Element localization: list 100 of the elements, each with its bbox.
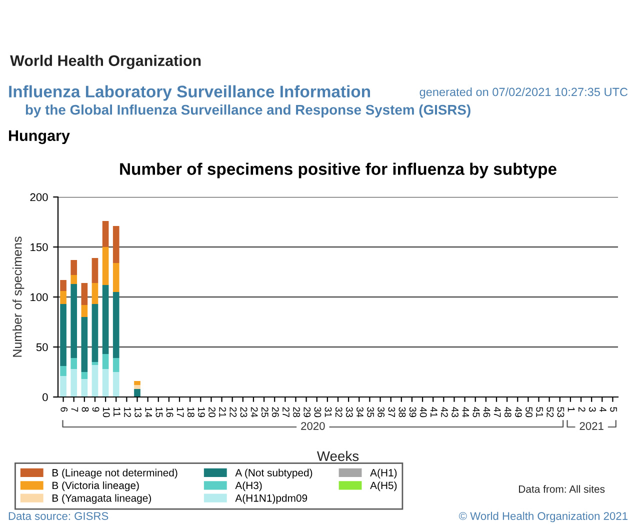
x-tick-label: 24 [250,407,258,418]
bar [81,317,88,372]
x-tick-label: 29 [304,407,311,418]
x-tick-label: 44 [462,406,469,418]
x-tick-label: 16 [166,407,174,418]
text: World Health Organization [10,54,201,70]
bar [70,369,78,397]
x-tick-label: 41 [430,406,438,418]
bar [60,304,66,366]
bar [112,372,120,397]
x-tick-label: 21 [219,407,226,418]
x-tick-label: 30 [314,407,322,418]
x-tick-label: 37 [388,407,396,418]
text: 2021 [580,422,604,430]
x-tick-label: 38 [398,407,406,418]
x-tick-label: 33 [346,407,353,418]
bar [81,283,88,305]
bar [60,366,66,376]
x-tick-label: 1 [568,407,575,412]
bar [60,376,66,397]
x-tick-label: 20 [208,407,216,418]
x-tick-label: 51 [536,407,543,418]
x-tick-label: 27 [282,407,290,418]
bar [92,362,98,365]
x-tick-label: 18 [187,407,194,418]
x-tick-label: 25 [261,407,268,418]
bar [112,358,120,372]
y-tick-label: 100 [30,293,48,302]
x-tick-label: 42 [441,406,448,418]
x-tick-label: 53 [557,407,564,418]
source-note: Data source: GISRS [8,512,108,520]
x-tick-label: 5 [610,407,617,412]
bar [112,292,120,358]
legend-label: A(H5) [370,481,397,492]
x-tick-label: 6 [60,407,68,412]
x-tick-label: 8 [82,407,89,412]
chart-subtitle: Hungary [9,130,70,144]
bar [70,260,78,275]
x-tick-label: 47 [494,406,501,418]
text: © World Health Organization 2021 [458,512,628,522]
bar [70,275,78,284]
bar [70,284,78,358]
x-tick-label: 13 [134,407,142,418]
x-tick-label: 15 [156,407,163,418]
bar [134,385,140,389]
bar [92,304,98,362]
bar [81,372,88,379]
x-tick-label: 12 [124,407,131,418]
legend-label: A(H1N1)pdm09 [235,494,308,504]
x-tick-label: 45 [472,406,480,418]
bar [112,226,120,263]
bar [134,381,140,385]
x-tick-label: 40 [420,406,427,418]
x-axis-title: Weeks [316,450,359,462]
text: generated on 07/02/2021 10:27:35 UTC [420,88,628,98]
bar [60,291,66,304]
x-tick-label: 28 [293,407,300,418]
x-tick-label: 35 [367,407,374,418]
bar [102,247,109,285]
y-tick-label: 50 [36,343,48,352]
x-tick-label: 10 [102,407,110,418]
x-tick-label: 31 [324,407,332,418]
x-tick-label: 4 [600,406,606,412]
x-tick-label: 50 [526,407,532,418]
legend-label: B (Lineage not determined) [52,468,178,478]
text: Data from: All sites [519,485,605,493]
legend-label: B (Victoria lineage) [52,481,139,492]
bar [92,283,98,304]
x-tick-label: 34 [356,407,364,418]
y-axis-title: Number of specimens [12,236,24,357]
x-tick-label: 48 [504,406,512,418]
x-tick-label: 9 [92,407,100,412]
bar [102,221,109,247]
x-tick-label: 17 [176,407,184,418]
bar [112,263,120,292]
x-tick-label: 23 [240,407,248,418]
bar [81,305,88,317]
bar [92,365,98,397]
x-tick-label: 2 [578,407,586,412]
bar [70,358,78,369]
x-tick-label: 36 [378,407,385,418]
x-tick-label: 3 [588,407,596,412]
x-tick-label: 26 [272,407,279,418]
bar [102,369,109,397]
bar [102,354,109,369]
x-tick-label: 49 [515,406,522,418]
text: 2020 [301,422,325,430]
x-tick-label: 11 [114,407,120,416]
y-tick-label: 150 [30,243,48,252]
x-tick-label: 46 [483,406,490,418]
legend-label: A (Not subtyped) [235,468,312,478]
bar [102,285,109,354]
y-tick-label: 0 [42,393,48,402]
legend-label: B (Yamagata lineage) [52,494,152,504]
x-tick-label: 43 [452,406,458,418]
bar [134,389,140,397]
legend-label: A(H3) [235,481,262,492]
x-tick-label: 19 [198,407,205,418]
legend-label: A(H1) [370,468,397,478]
x-tick-label: 22 [230,407,237,418]
